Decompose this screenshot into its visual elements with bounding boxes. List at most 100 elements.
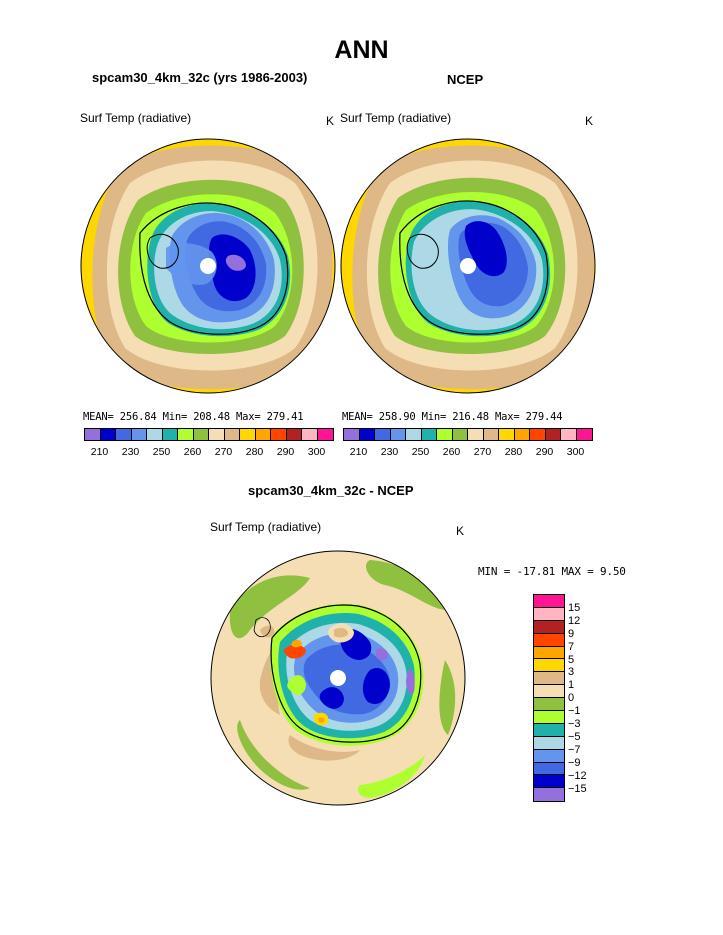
colorbar-tick-label: 260 <box>442 446 461 458</box>
colorbar-tick-label: −15 <box>568 782 587 795</box>
colorbar-tick-label: 1 <box>568 679 575 692</box>
colorbar-swatch <box>534 607 564 621</box>
colorbar-swatch <box>452 429 468 440</box>
colorbar-swatch <box>390 429 406 440</box>
panel-1-variable: Surf Temp (radiative) <box>80 111 192 125</box>
colorbar-swatch <box>131 429 147 440</box>
panel-1-title: spcam30_4km_32c (yrs 1986-2003) <box>92 70 308 85</box>
panel-1-map <box>80 138 336 394</box>
colorbar-tick-label: 280 <box>504 446 523 458</box>
colorbar-swatch <box>437 429 453 440</box>
colorbar-swatch <box>375 429 391 440</box>
colorbar-swatch <box>534 620 564 634</box>
colorbar-tick-label: 290 <box>535 446 554 458</box>
colorbar-swatch <box>534 736 564 750</box>
colorbar-tick-label: −12 <box>568 769 587 782</box>
colorbar-tick-label: 300 <box>307 446 326 458</box>
colorbar-swatch <box>359 429 375 440</box>
colorbar-swatch <box>317 429 333 440</box>
colorbar-swatch <box>209 429 225 440</box>
panel-1-units: K <box>326 114 335 128</box>
colorbar-swatch <box>483 429 499 440</box>
colorbar-tick-label: 230 <box>380 446 399 458</box>
colorbar-swatch <box>534 775 564 789</box>
colorbar-swatch <box>147 429 163 440</box>
colorbar-swatch <box>421 429 437 440</box>
colorbar-swatch <box>534 698 564 712</box>
colorbar-swatch <box>178 429 194 440</box>
colorbar-tick-label: 210 <box>349 446 368 458</box>
colorbar-tick-label: −7 <box>568 743 581 756</box>
panel-2-units: K <box>585 114 594 128</box>
colorbar-swatch <box>499 429 515 440</box>
colorbar-swatch <box>534 749 564 763</box>
colorbar-swatch <box>286 429 302 440</box>
colorbar-swatch <box>344 429 360 440</box>
difference-colorbar <box>533 594 565 803</box>
colorbar-swatch <box>534 711 564 724</box>
colorbar-swatch <box>468 429 484 440</box>
difference-map <box>210 550 466 806</box>
colorbar-swatch <box>85 429 101 440</box>
colorbar-swatch <box>116 429 132 440</box>
colorbar-tick-label: 270 <box>214 446 233 458</box>
colorbar-tick-label: 280 <box>245 446 264 458</box>
colorbar-swatch <box>514 429 530 440</box>
colorbar-tick-label: 15 <box>568 601 581 614</box>
colorbar-tick-label: 250 <box>152 446 171 458</box>
colorbar-tick-label: 230 <box>121 446 140 458</box>
colorbar-swatch <box>534 672 564 686</box>
colorbar-swatch <box>534 762 564 776</box>
colorbar-tick-label: −3 <box>568 718 581 730</box>
colorbar-swatch <box>224 429 240 440</box>
colorbar-tick-label: 3 <box>568 666 575 679</box>
panel-2-colorbar <box>343 428 593 441</box>
colorbar-tick-label: 12 <box>568 614 581 627</box>
colorbar-swatch <box>240 429 256 440</box>
figure-title: ANN <box>334 36 389 64</box>
difference-colorbar-labels: 15 12 9 7 5 3 1 0 −1 −3 −5 −7 −9 −12 −15 <box>568 594 608 804</box>
colorbar-tick-label: −5 <box>568 730 581 743</box>
panel-1-stats: MEAN= 256.84 Min= 208.48 Max= 279.41 <box>83 411 304 423</box>
colorbar-swatch <box>534 788 564 802</box>
difference-variable: Surf Temp (radiative) <box>210 520 322 534</box>
colorbar-swatch <box>530 429 546 440</box>
colorbar-tick-label: 210 <box>90 446 109 458</box>
panel-2-stats: MEAN= 258.90 Min= 216.48 Max= 279.44 <box>342 411 563 423</box>
colorbar-tick-label: 270 <box>473 446 492 458</box>
panel-2-title: NCEP <box>447 72 484 87</box>
colorbar-tick-label: 0 <box>568 692 575 705</box>
colorbar-swatch <box>406 429 422 440</box>
panel-2-variable: Surf Temp (radiative) <box>340 111 452 125</box>
colorbar-swatch <box>302 429 318 440</box>
panel-1-colorbar-ticks: 210 230 250 260 270 280 290 300 <box>84 446 334 460</box>
difference-title: spcam30_4km_32c - NCEP <box>248 483 414 498</box>
colorbar-swatch <box>534 633 564 647</box>
colorbar-tick-label: 260 <box>183 446 202 458</box>
colorbar-tick-label: −1 <box>568 705 581 718</box>
colorbar-tick-label: 9 <box>568 627 575 640</box>
panel-2-colorbar-ticks: 210 230 250 260 270 280 290 300 <box>343 446 593 460</box>
colorbar-tick-label: 7 <box>568 640 575 653</box>
colorbar-swatch <box>534 659 564 673</box>
colorbar-tick-label: 290 <box>276 446 295 458</box>
colorbar-swatch <box>255 429 271 440</box>
difference-units: K <box>456 524 465 538</box>
colorbar-tick-label: 5 <box>568 653 575 666</box>
colorbar-swatch <box>561 429 577 440</box>
colorbar-swatch <box>271 429 287 440</box>
colorbar-tick-label: 300 <box>566 446 585 458</box>
colorbar-swatch <box>545 429 561 440</box>
difference-stats: MIN = -17.81 MAX = 9.50 <box>478 565 626 578</box>
colorbar-swatch <box>534 685 564 699</box>
colorbar-swatch <box>100 429 116 440</box>
panel-1-colorbar <box>84 428 334 441</box>
colorbar-swatch <box>534 595 564 608</box>
colorbar-swatch <box>576 429 592 440</box>
panel-2-map <box>340 138 596 394</box>
colorbar-swatch <box>162 429 178 440</box>
colorbar-swatch <box>193 429 209 440</box>
colorbar-tick-label: −9 <box>568 756 581 769</box>
colorbar-swatch <box>534 723 564 737</box>
colorbar-tick-label: 250 <box>411 446 430 458</box>
